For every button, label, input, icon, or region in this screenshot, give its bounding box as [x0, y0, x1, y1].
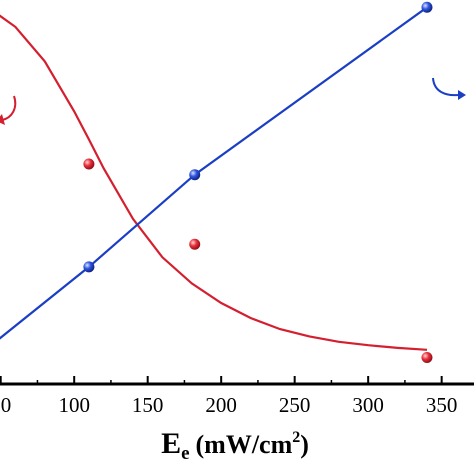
x-tick-label: 50: [0, 393, 11, 417]
x-tick-label: 200: [205, 393, 237, 417]
x-tick-label: 150: [132, 393, 164, 417]
series-blue-point: [83, 261, 95, 273]
x-tick-label: 250: [279, 393, 311, 417]
x-axis: [0, 376, 474, 386]
series-blue-point: [189, 169, 201, 181]
series-blue-line: [0, 6, 428, 340]
series-blue-axis-arrow: [432, 77, 459, 97]
x-label-unit: (mW/cm: [196, 430, 293, 459]
x-tick-label: 350: [426, 393, 458, 417]
series-blue-point: [421, 1, 433, 13]
series-blue-arrowhead: [458, 90, 466, 100]
x-label-main: E: [161, 427, 181, 460]
x-label-unit-close: ): [300, 430, 309, 459]
series-red-point: [189, 238, 201, 250]
series-red-axis-arrow: [1, 95, 17, 121]
x-tick-labels: 50 100 150 200 250 300 350: [0, 393, 457, 417]
x-axis-label: Ee (mW/cm2): [161, 427, 309, 464]
x-label-subscript: e: [181, 443, 189, 464]
x-tick-label: 100: [58, 393, 90, 417]
series-red-fit-line: [0, 14, 428, 351]
series-red-point: [83, 158, 95, 170]
chart-marks: [0, 1, 466, 364]
series-red-arrowhead: [0, 114, 5, 125]
x-label-superscript: 2: [292, 429, 300, 446]
x-tick-label: 300: [352, 393, 384, 417]
series-red-point: [421, 352, 433, 364]
